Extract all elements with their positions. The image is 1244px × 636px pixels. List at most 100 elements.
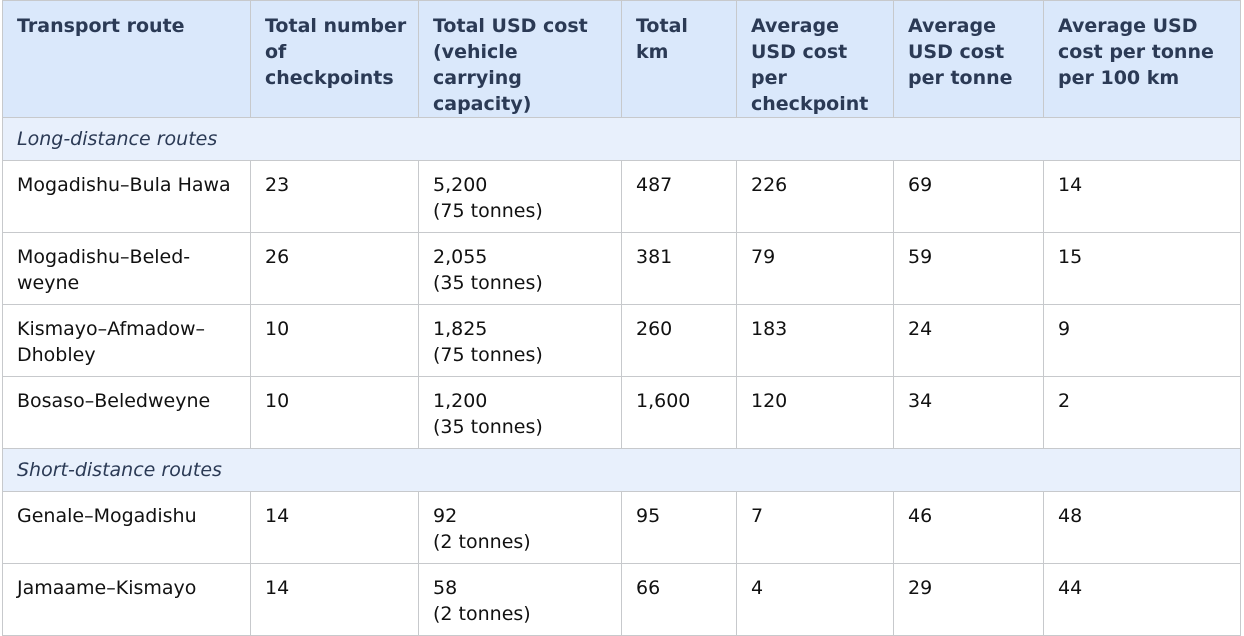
cost-value: 5,200: [433, 174, 488, 196]
avg-tonne-cell: 59: [893, 232, 1044, 305]
table-row: Kismayo–Afmadow– Dhobley 10 1,825 (75 tonne…: [2, 304, 1241, 377]
route-name: Mogadishu–Bula Hawa: [17, 174, 231, 196]
cost-value: 58: [433, 577, 458, 599]
route-cell: Mogadishu–Beled- weyne: [2, 232, 251, 305]
avg-tonne-100km-cell: 14: [1043, 160, 1241, 233]
cell-value: 95: [636, 505, 661, 527]
table-row: Mogadishu–Bula Hawa 23 5,200 (75 tonnes) 487…: [2, 160, 1241, 233]
checkpoints-cell: 10: [250, 304, 419, 377]
header-total-checkpoints: Total number of checkpoints: [250, 0, 419, 118]
avg-tonne-cell: 34: [893, 376, 1044, 449]
cell-value: 487: [636, 174, 673, 196]
cell-value: 260: [636, 318, 673, 340]
header-label: Transport route: [17, 15, 185, 37]
cell-value: 26: [265, 246, 290, 268]
km-cell: 381: [621, 232, 737, 305]
cost-value: 1,200: [433, 390, 488, 412]
vehicle-capacity: (2 tonnes): [433, 531, 531, 553]
cell-value: 9: [1058, 318, 1071, 340]
section-title: Short-distance routes: [2, 448, 1241, 492]
avg-tonne-100km-cell: 9: [1043, 304, 1241, 377]
header-total-km: Total km: [621, 0, 737, 118]
table-header: Transport route Total number of checkpoi…: [2, 0, 1241, 118]
table-row: Mogadishu–Beled- weyne 26 2,055 (35 tonnes)…: [2, 232, 1241, 305]
table-body: Long-distance routes Mogadishu–Bula Hawa 2…: [2, 117, 1241, 636]
route-name: Jamaame–Kismayo: [17, 577, 197, 599]
km-cell: 1,600: [621, 376, 737, 449]
cost-cell: 5,200 (75 tonnes): [418, 160, 622, 233]
cell-value: 34: [908, 390, 933, 412]
cell-value: 69: [908, 174, 933, 196]
table-row: Genale–Mogadishu 14 92 (2 tonnes) 95 7 46 48: [2, 491, 1241, 564]
header-label: Average USD cost per checkpoint: [751, 15, 869, 115]
header-avg-cost-per-tonne-per-100km: Average USD cost per tonne per 100 km: [1043, 0, 1241, 118]
km-cell: 487: [621, 160, 737, 233]
avg-tonne-cell: 29: [893, 563, 1044, 636]
cell-value: 226: [751, 174, 788, 196]
cell-value: 29: [908, 577, 933, 599]
route-cell: Mogadishu–Bula Hawa: [2, 160, 251, 233]
section-header-row: Long-distance routes: [2, 117, 1241, 161]
header-label: Total USD cost (vehicle carrying capacit…: [433, 15, 588, 115]
vehicle-capacity: (35 tonnes): [433, 416, 543, 438]
avg-checkpoint-cell: 226: [736, 160, 894, 233]
km-cell: 260: [621, 304, 737, 377]
cell-value: 59: [908, 246, 933, 268]
cost-cell: 1,825 (75 tonnes): [418, 304, 622, 377]
cell-value: 4: [751, 577, 764, 599]
avg-tonne-cell: 24: [893, 304, 1044, 377]
header-row: Transport route Total number of checkpoi…: [2, 0, 1241, 118]
route-cell: Jamaame–Kismayo: [2, 563, 251, 636]
cell-value: 66: [636, 577, 661, 599]
cell-value: 44: [1058, 577, 1083, 599]
header-label: Average USD cost per tonne: [908, 15, 1013, 89]
checkpoints-cell: 14: [250, 563, 419, 636]
cell-value: 10: [265, 318, 290, 340]
section-title: Long-distance routes: [2, 117, 1241, 161]
cell-value: 79: [751, 246, 776, 268]
cell-value: 1,600: [636, 390, 691, 412]
vehicle-capacity: (35 tonnes): [433, 272, 543, 294]
avg-tonne-100km-cell: 15: [1043, 232, 1241, 305]
cost-value: 1,825: [433, 318, 488, 340]
cell-value: 23: [265, 174, 290, 196]
avg-checkpoint-cell: 4: [736, 563, 894, 636]
cost-value: 2,055: [433, 246, 488, 268]
avg-tonne-100km-cell: 44: [1043, 563, 1241, 636]
avg-tonne-cell: 69: [893, 160, 1044, 233]
avg-tonne-cell: 46: [893, 491, 1044, 564]
route-name: Bosaso–Beledweyne: [17, 390, 211, 412]
route-cell: Genale–Mogadishu: [2, 491, 251, 564]
cell-value: 2: [1058, 390, 1071, 412]
cost-cell: 1,200 (35 tonnes): [418, 376, 622, 449]
checkpoints-cell: 14: [250, 491, 419, 564]
cell-value: 7: [751, 505, 764, 527]
cost-cell: 92 (2 tonnes): [418, 491, 622, 564]
cell-value: 120: [751, 390, 788, 412]
header-label: Total number of checkpoints: [265, 15, 407, 89]
cost-cell: 2,055 (35 tonnes): [418, 232, 622, 305]
avg-checkpoint-cell: 183: [736, 304, 894, 377]
cell-value: 24: [908, 318, 933, 340]
cell-value: 14: [1058, 174, 1083, 196]
route-cell: Bosaso–Beledweyne: [2, 376, 251, 449]
cell-value: 10: [265, 390, 290, 412]
checkpoints-cell: 10: [250, 376, 419, 449]
header-avg-cost-per-checkpoint: Average USD cost per checkpoint: [736, 0, 894, 118]
avg-tonne-100km-cell: 2: [1043, 376, 1241, 449]
header-transport-route: Transport route: [2, 0, 251, 118]
header-avg-cost-per-tonne: Average USD cost per tonne: [893, 0, 1044, 118]
section-header-row: Short-distance routes: [2, 448, 1241, 492]
cell-value: 183: [751, 318, 788, 340]
table-row: Jamaame–Kismayo 14 58 (2 tonnes) 66 4 29 44: [2, 563, 1241, 636]
header-total-usd-cost: Total USD cost (vehicle carrying capacit…: [418, 0, 622, 118]
cell-value: 48: [1058, 505, 1083, 527]
avg-checkpoint-cell: 7: [736, 491, 894, 564]
route-name: Mogadishu–Beled- weyne: [17, 246, 191, 294]
cell-value: 15: [1058, 246, 1083, 268]
route-cell: Kismayo–Afmadow– Dhobley: [2, 304, 251, 377]
checkpoints-cell: 26: [250, 232, 419, 305]
km-cell: 95: [621, 491, 737, 564]
avg-checkpoint-cell: 120: [736, 376, 894, 449]
